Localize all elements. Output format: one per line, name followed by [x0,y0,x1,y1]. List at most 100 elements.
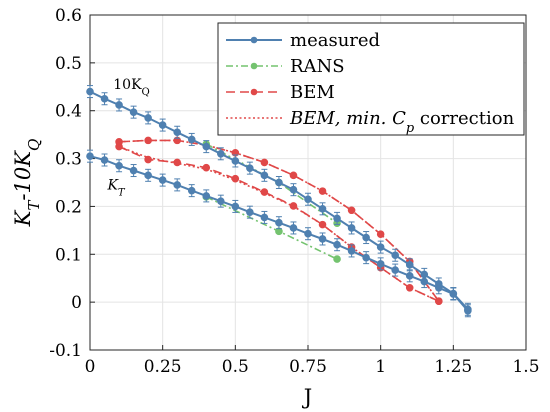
data-point [86,152,94,160]
legend-marker [250,62,258,70]
data-point [173,181,181,189]
y-tick-label: 0 [71,293,82,313]
data-point [289,202,298,210]
legend-box [217,22,525,136]
data-point [173,128,181,137]
data-point [158,121,167,129]
data-point [100,94,109,103]
x-tick-label: 0.25 [144,357,182,377]
legend-label: BEM [290,82,335,103]
y-tick-label: -0.1 [49,341,82,361]
data-point [115,142,123,151]
data-point [217,149,225,158]
data-point [115,101,123,109]
data-point [333,255,341,263]
data-point [376,230,385,238]
data-point [391,251,400,260]
data-point [260,213,269,222]
data-point [260,158,269,167]
data-point [405,261,414,269]
data-point [347,206,356,215]
data-point [202,163,211,172]
x-axis-title: J [302,385,312,409]
data-point [144,114,152,122]
data-point [86,87,94,96]
data-point [405,283,414,292]
y-tick-label: 0.1 [55,245,82,265]
data-point [129,108,138,116]
y-axis-ticks: -0.1 0 0.1 0.2 0.3 0.4 0.5 0.6 [49,6,95,361]
data-point [304,195,312,204]
data-point [333,240,341,249]
y-tick-label: 0.4 [55,102,82,122]
data-point [376,260,385,268]
annotation-10kq: 10KQ [113,77,150,98]
legend-marker [250,36,258,44]
x-tick-label: 0.75 [289,357,327,377]
x-tick-label: 1 [375,357,386,377]
legend-label: BEM, min. Cp correction [289,108,515,136]
data-point [202,192,211,200]
data-point [187,135,196,144]
legend-marker [250,88,258,96]
data-point [260,188,269,196]
x-axis-ticks: 0 0.25 0.5 0.75 1 1.25 1.5 [85,345,540,377]
data-point [289,224,298,232]
series-line [118,145,440,302]
data-point [362,233,370,242]
data-point [231,157,240,165]
data-point [318,187,327,195]
x-tick-label: 0 [85,357,96,377]
data-point [362,253,370,262]
data-point [333,214,341,223]
data-point [405,272,414,280]
legend-label: measured [290,30,380,51]
data-point [275,178,283,187]
y-tick-label: 0.5 [55,54,82,74]
data-point [318,235,327,243]
legend: measured RANS BEM BEM, min. Cp correction [217,22,525,136]
data-point [449,290,458,298]
y-tick-label: 0.6 [55,6,82,26]
data-point [376,243,385,251]
annotation-kt: KT [106,178,125,199]
data-point [289,171,298,180]
data-point [173,158,181,167]
data-point [435,297,443,305]
series-0 [86,85,472,318]
data-point [391,266,400,274]
y-tick-label: 0.2 [55,197,82,217]
data-point [115,161,123,170]
data-point [275,218,283,227]
data-point [144,171,152,180]
data-point [289,185,298,194]
data-point [304,229,312,238]
data-point [100,156,109,164]
data-point [158,176,167,184]
data-point [420,277,429,286]
y-tick-label: 0.3 [55,150,82,170]
data-point [464,306,472,315]
data-point [202,142,211,151]
data-point [231,174,240,183]
data-point [246,164,254,172]
data-point [347,247,356,255]
data-point [246,208,254,216]
data-point [318,220,327,229]
data-point [129,166,138,175]
data-point [260,171,269,180]
data-point [144,155,152,164]
x-tick-label: 0.5 [222,357,249,377]
x-tick-label: 1.5 [512,357,539,377]
data-point [231,202,240,211]
data-point [217,197,225,205]
data-point [435,283,443,292]
data-point [347,224,356,232]
legend-label: RANS [290,56,345,77]
data-point [318,205,327,213]
x-tick-label: 1.25 [434,357,472,377]
data-point [187,186,196,195]
series-layer [86,85,472,318]
y-axis-title: KT-10KQ [11,139,43,228]
